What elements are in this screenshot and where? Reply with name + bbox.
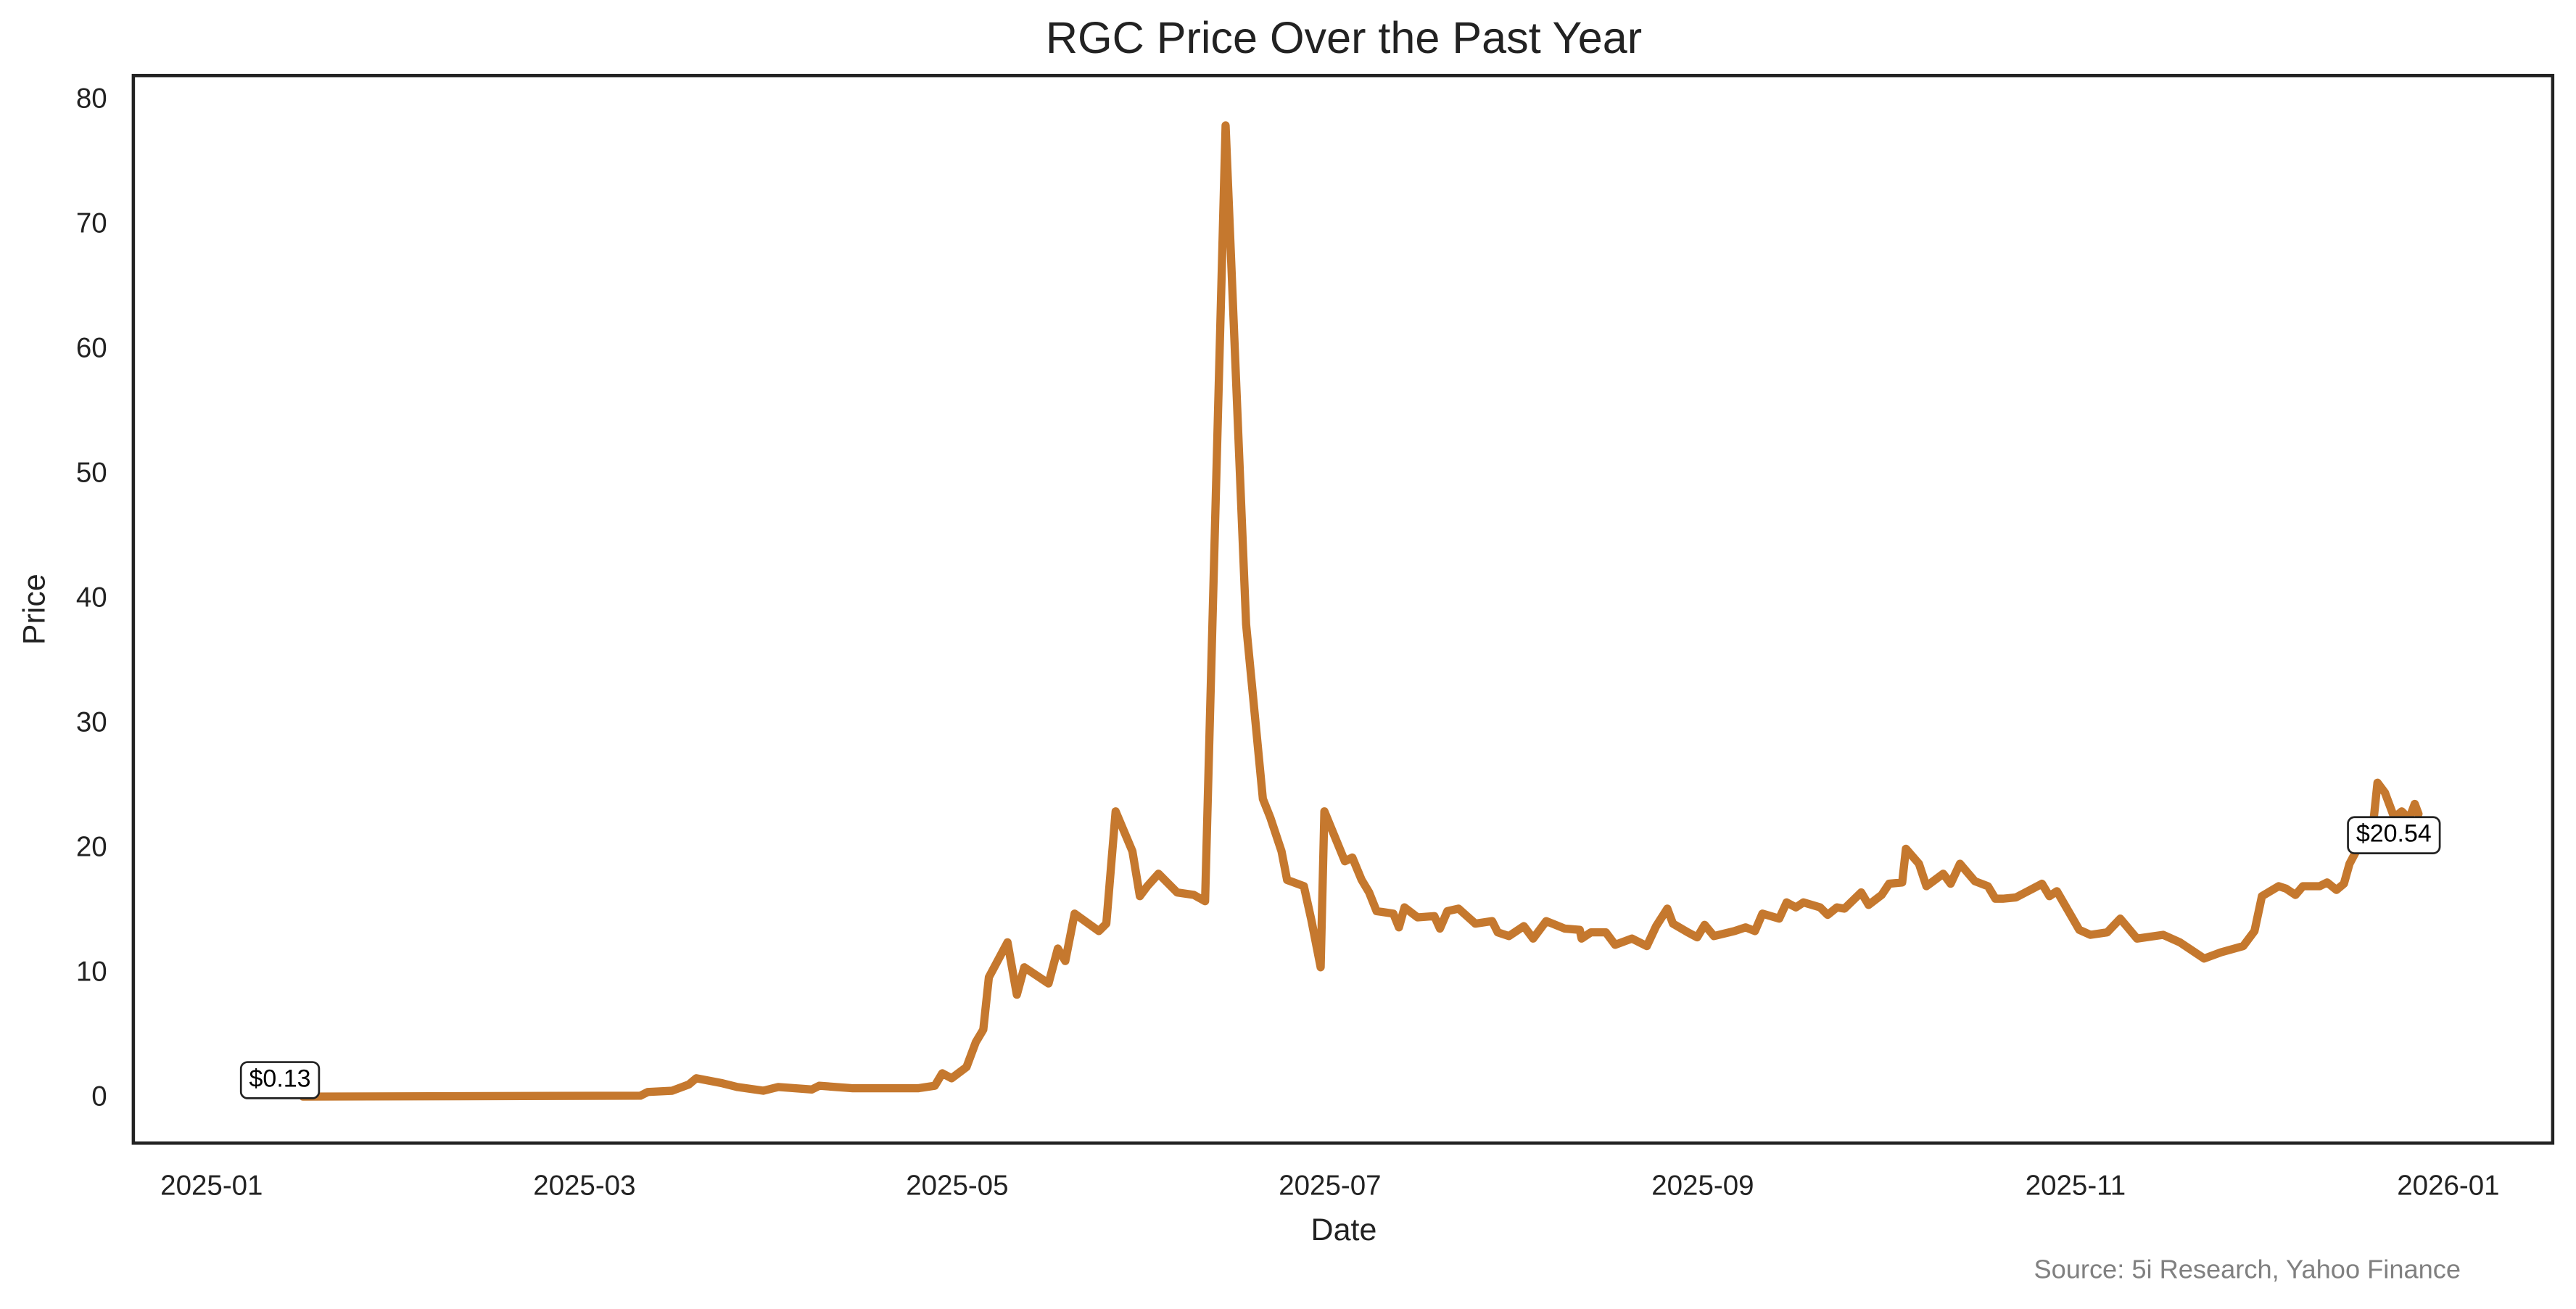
y-axis-label: Price xyxy=(17,574,52,645)
y-tick-label: 30 xyxy=(76,707,107,738)
y-tick-label: 40 xyxy=(76,582,107,614)
x-tick-label: 2025-07 xyxy=(1279,1170,1381,1202)
x-tick-label: 2025-11 xyxy=(2026,1170,2126,1202)
y-tick-label: 50 xyxy=(76,458,107,489)
annotation: $0.13 xyxy=(239,1061,321,1099)
y-tick-label: 80 xyxy=(76,83,107,115)
x-tick-label: 2025-03 xyxy=(533,1170,635,1202)
source-note: Source: 5i Research, Yahoo Finance xyxy=(2034,1254,2461,1284)
price-line xyxy=(299,121,2423,1101)
y-tick-label: 20 xyxy=(76,832,107,863)
annotation: $20.54 xyxy=(2347,816,2441,854)
annotation-box xyxy=(2347,816,2441,854)
x-tick-label: 2026-01 xyxy=(2397,1170,2499,1202)
y-tick-label: 10 xyxy=(76,957,107,988)
y-tick-label: 70 xyxy=(76,208,107,239)
chart-title: RGC Price Over the Past Year xyxy=(1046,13,1642,62)
annotation-text: $20.54 xyxy=(2356,820,2432,848)
y-tick-label: 0 xyxy=(91,1081,107,1112)
x-tick-label: 2025-09 xyxy=(1651,1170,1754,1202)
annotation-text: $0.13 xyxy=(249,1065,311,1092)
x-tick-label: 2025-01 xyxy=(160,1170,263,1202)
plot-frame xyxy=(131,73,2555,1145)
annotation-box xyxy=(239,1061,321,1099)
x-tick-label: 2025-05 xyxy=(906,1170,1008,1202)
y-tick-label: 60 xyxy=(76,333,107,364)
x-axis-label: Date xyxy=(1311,1213,1377,1247)
